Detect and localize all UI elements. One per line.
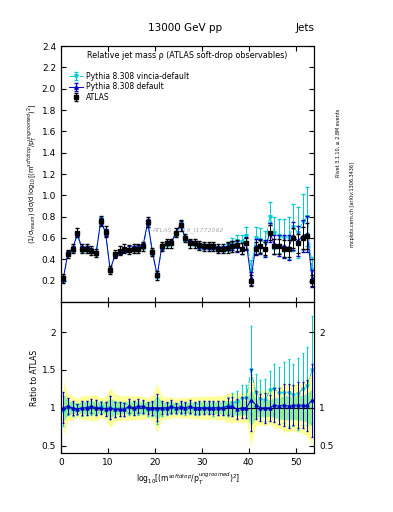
Text: ATLAS_2019_I1772062: ATLAS_2019_I1772062 xyxy=(152,227,223,233)
Text: Relative jet mass ρ (ATLAS soft-drop observables): Relative jet mass ρ (ATLAS soft-drop obs… xyxy=(88,51,288,60)
Text: Jets: Jets xyxy=(296,23,314,33)
Text: Rivet 3.1.10, ≥ 2.8M events: Rivet 3.1.10, ≥ 2.8M events xyxy=(336,109,341,178)
Text: mcplots.cern.ch [arXiv:1306.3436]: mcplots.cern.ch [arXiv:1306.3436] xyxy=(350,162,355,247)
X-axis label: log$_{10}$[(m$^{soft drop}$/p$_T^{ungroomed}$)$^2$]: log$_{10}$[(m$^{soft drop}$/p$_T^{ungroo… xyxy=(136,471,240,487)
Legend: Pythia 8.308 vincia-default, Pythia 8.308 default, ATLAS: Pythia 8.308 vincia-default, Pythia 8.30… xyxy=(66,69,192,105)
Y-axis label: (1/σ$_{resum}$) dσ/d log$_{10}$[(m$^{soft drop}$/p$_T^{ungroomed}$)$^2$]: (1/σ$_{resum}$) dσ/d log$_{10}$[(m$^{sof… xyxy=(26,104,39,244)
Y-axis label: Ratio to ATLAS: Ratio to ATLAS xyxy=(30,350,39,406)
Text: 13000 GeV pp: 13000 GeV pp xyxy=(148,23,222,33)
